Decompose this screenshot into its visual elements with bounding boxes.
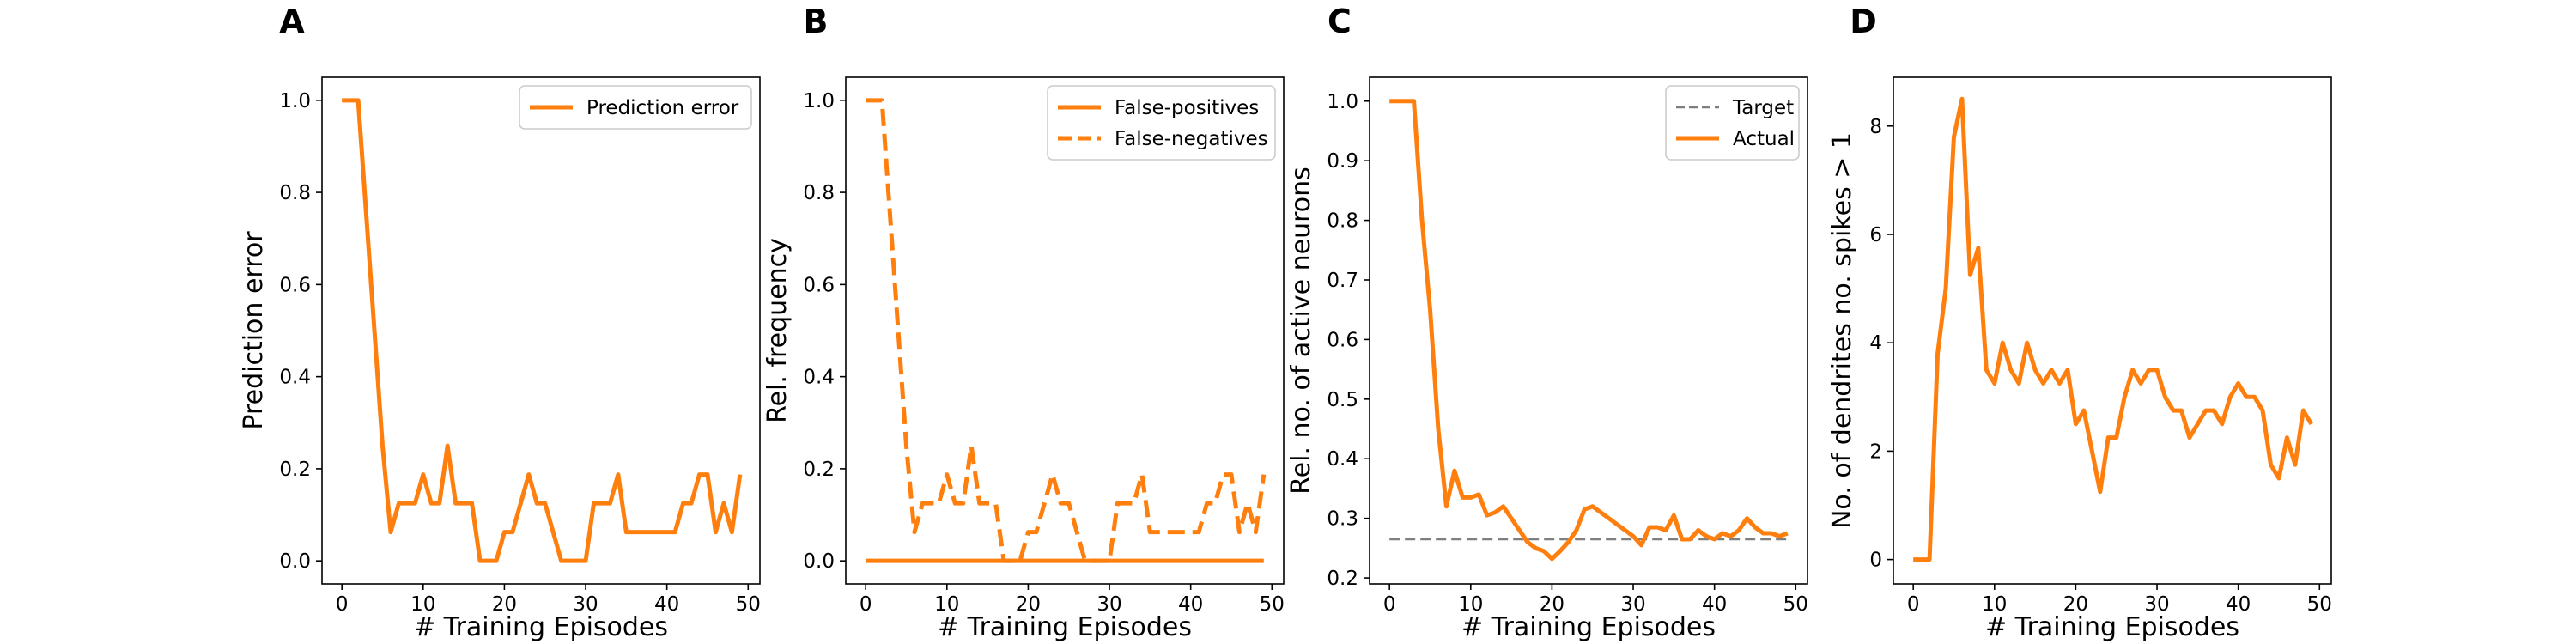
y-tick-label: 6 xyxy=(1869,224,1882,246)
x-tick-label: 40 xyxy=(1702,593,1727,616)
y-tick-label: 0.2 xyxy=(279,459,311,481)
y-tick-label: 0.2 xyxy=(803,459,835,481)
x-tick-label: 30 xyxy=(2144,593,2169,616)
y-tick-label: 0.9 xyxy=(1327,150,1358,173)
y-tick-label: 0.6 xyxy=(803,274,835,296)
y-tick-label: 0.2 xyxy=(1327,568,1358,590)
y-axis-label: Prediction error xyxy=(239,231,269,430)
legend: False-positives False-negatives xyxy=(1047,85,1276,161)
panel-letter: A xyxy=(279,3,305,40)
x-tick-label: 40 xyxy=(1178,593,1203,616)
y-tick-label: 0.4 xyxy=(279,367,311,389)
axes-frame xyxy=(1893,76,2332,585)
legend-label: Target xyxy=(1732,97,1794,119)
panel-a: A 0 10 20 30 40 50 0.0 0.2 0.4 0.6 0.8 1.0 # Training… xyxy=(239,3,761,642)
x-tick-label: 10 xyxy=(1982,593,2007,616)
x-tick-label: 0 xyxy=(860,593,872,616)
x-axis-label: # Training Episodes xyxy=(414,612,668,642)
legend-label: Actual xyxy=(1733,128,1795,150)
x-tick-label: 0 xyxy=(1383,593,1396,616)
y-tick-label: 0.8 xyxy=(1327,210,1358,233)
y-tick-label: 0.7 xyxy=(1327,270,1358,292)
y-tick-label: 0.4 xyxy=(803,367,835,389)
legend-box xyxy=(519,85,752,130)
x-tick-label: 0 xyxy=(1907,593,1920,616)
series-group xyxy=(1389,99,1789,562)
x-axis-label: # Training Episodes xyxy=(1461,612,1716,642)
data-line xyxy=(1913,96,2313,562)
axes-frame xyxy=(845,76,1285,585)
legend-box xyxy=(1047,85,1276,161)
prediction-error-line xyxy=(342,98,743,563)
legend-label: False-negatives xyxy=(1115,128,1268,150)
y-axis-label: Rel. frequency xyxy=(762,238,793,423)
panel-b: B 0 10 20 30 40 50 0.0 0.2 0.4 0.6 0.8 1.0 # Training… xyxy=(762,3,1285,642)
panel-d: D 0 10 20 30 40 50 0 2 4 6 8 # Training Episodes No. … xyxy=(1827,3,2332,642)
legend-label: False-positives xyxy=(1115,97,1259,119)
x-tick-label: 20 xyxy=(1016,593,1041,616)
x-tick-label: 20 xyxy=(492,593,517,616)
legend-box xyxy=(1665,85,1800,161)
x-tick-label: 30 xyxy=(573,593,598,616)
x-tick-label: 50 xyxy=(1783,593,1808,616)
x-tick-label: 20 xyxy=(1540,593,1564,616)
panel-letter: C xyxy=(1327,3,1352,40)
y-tick-label: 4 xyxy=(1869,332,1882,355)
x-tick-label: 40 xyxy=(2226,593,2251,616)
x-tick-label: 50 xyxy=(736,593,761,616)
legend-label: Prediction error xyxy=(586,97,739,119)
series-group xyxy=(342,98,743,563)
y-axis-label: Rel. no. of active neurons xyxy=(1286,167,1316,495)
y-tick-label: 0.8 xyxy=(803,182,835,204)
x-tick-label: 50 xyxy=(2307,593,2332,616)
panel-c: C 0 10 20 30 40 50 0.2 0.3 0.4 0.5 0.6 0.7 0.8 0.9 1.0 #… xyxy=(1286,3,1808,642)
x-tick-label: 10 xyxy=(1458,593,1483,616)
y-tick-label: 0 xyxy=(1869,550,1882,572)
y-tick-label: 0.5 xyxy=(1327,389,1358,411)
x-tick-label: 40 xyxy=(654,593,679,616)
y-tick-label: 0.0 xyxy=(279,550,311,573)
false-negatives-line xyxy=(866,98,1267,563)
y-axis-label: No. of dendrites no. spikes > 1 xyxy=(1827,132,1857,529)
x-tick-label: 30 xyxy=(1097,593,1121,616)
axes-frame xyxy=(321,76,761,585)
y-tick-label: 8 xyxy=(1869,116,1882,138)
panel-letter: B xyxy=(804,3,829,40)
panel-letter: D xyxy=(1850,3,1877,40)
legend: Target Actual xyxy=(1665,85,1800,161)
series-group xyxy=(866,98,1267,563)
y-tick-label: 0.3 xyxy=(1327,508,1358,531)
x-tick-label: 50 xyxy=(1260,593,1285,616)
legend: Prediction error xyxy=(519,85,752,130)
actual-line xyxy=(1389,99,1789,562)
x-tick-label: 0 xyxy=(336,593,349,616)
y-tick-label: 0.6 xyxy=(1327,329,1358,351)
x-axis-label: # Training Episodes xyxy=(938,612,1192,642)
x-axis-label: # Training Episodes xyxy=(1985,612,2239,642)
y-tick-label: 0.0 xyxy=(803,550,835,573)
series-group xyxy=(1913,96,2313,562)
x-tick-label: 20 xyxy=(2063,593,2088,616)
y-tick-label: 0.8 xyxy=(279,182,311,204)
axes-frame xyxy=(1369,76,1808,585)
x-tick-label: 10 xyxy=(934,593,959,616)
y-tick-label: 1.0 xyxy=(279,90,311,112)
y-tick-label: 1.0 xyxy=(803,90,835,112)
y-tick-label: 0.4 xyxy=(1327,448,1358,471)
x-tick-label: 10 xyxy=(410,593,435,616)
x-tick-label: 30 xyxy=(1620,593,1645,616)
y-tick-label: 0.6 xyxy=(279,274,311,296)
y-tick-label: 2 xyxy=(1869,440,1882,463)
y-tick-label: 1.0 xyxy=(1327,91,1358,113)
